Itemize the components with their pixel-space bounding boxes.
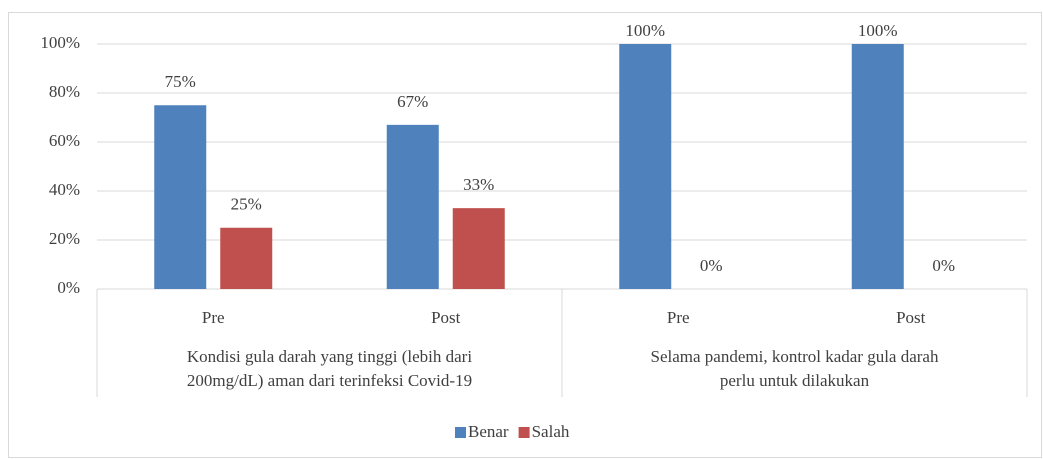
y-tick-label: 40% xyxy=(49,180,80,199)
data-label: 67% xyxy=(397,92,428,111)
x-tick-label: Post xyxy=(896,308,926,327)
data-label: 100% xyxy=(858,21,898,40)
bar xyxy=(220,227,273,289)
bar xyxy=(154,105,207,289)
legend-swatch xyxy=(518,427,530,438)
group-label: 200mg/dL) aman dari terinfeksi Covid-19 xyxy=(187,371,472,390)
data-label: 0% xyxy=(700,256,723,275)
x-tick-label: Pre xyxy=(667,308,690,327)
group-label: perlu untuk dilakukan xyxy=(720,371,870,390)
legend-label: Salah xyxy=(532,422,570,441)
y-tick-label: 80% xyxy=(49,82,80,101)
data-label: 33% xyxy=(463,175,494,194)
y-tick-label: 60% xyxy=(49,131,80,150)
data-label: 75% xyxy=(165,72,196,91)
data-label: 25% xyxy=(231,195,262,214)
bar xyxy=(851,44,904,289)
data-label: 0% xyxy=(932,256,955,275)
y-tick-label: 100% xyxy=(40,33,80,52)
x-tick-label: Pre xyxy=(202,308,225,327)
legend-swatch xyxy=(455,427,466,438)
y-tick-label: 20% xyxy=(49,229,80,248)
data-label: 100% xyxy=(625,21,665,40)
group-label: Kondisi gula darah yang tinggi (lebih da… xyxy=(187,347,472,366)
y-tick-label: 0% xyxy=(57,278,80,297)
bar xyxy=(619,44,672,289)
x-tick-label: Post xyxy=(431,308,461,327)
bar xyxy=(386,124,439,289)
group-label: Selama pandemi, kontrol kadar gula darah xyxy=(651,347,939,366)
legend-label: Benar xyxy=(468,422,509,441)
bar xyxy=(452,208,505,289)
